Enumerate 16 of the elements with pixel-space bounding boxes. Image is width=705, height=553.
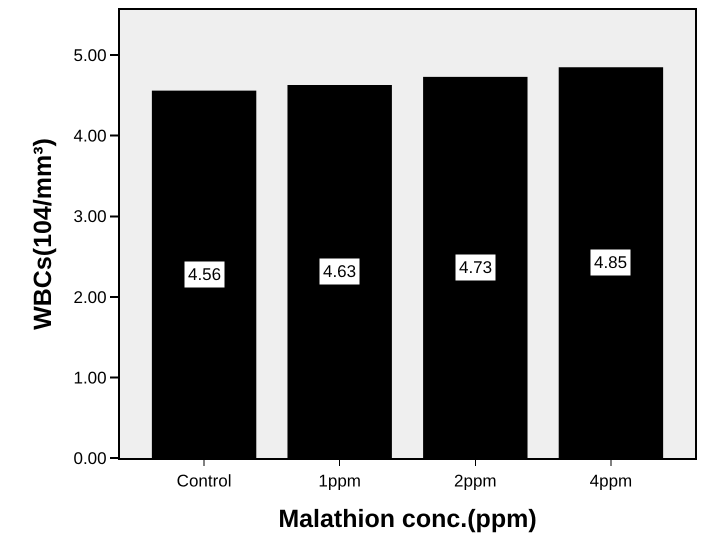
data-label: 4.85	[594, 253, 628, 272]
y-tick-label: 4.00	[74, 126, 107, 146]
x-axis-title: Malathion conc.(ppm)	[278, 504, 537, 533]
y-tick-label: 5.00	[74, 46, 107, 66]
y-tick-label: 1.00	[74, 368, 107, 388]
y-axis-title: WBCs(104/mm³)	[28, 138, 57, 330]
data-label: 4.56	[188, 265, 222, 284]
x-tick-label: Control	[176, 471, 232, 490]
y-tick-label: 2.00	[74, 288, 107, 307]
data-label: 4.73	[459, 258, 492, 277]
y-tick-label: 3.00	[74, 207, 107, 226]
x-tick-label: 4ppm	[590, 471, 632, 490]
x-tick-label: 2ppm	[454, 471, 497, 490]
y-tick-label: 0.00	[74, 448, 107, 468]
x-tick-label: 1ppm	[318, 471, 361, 490]
data-label: 4.63	[323, 262, 356, 281]
